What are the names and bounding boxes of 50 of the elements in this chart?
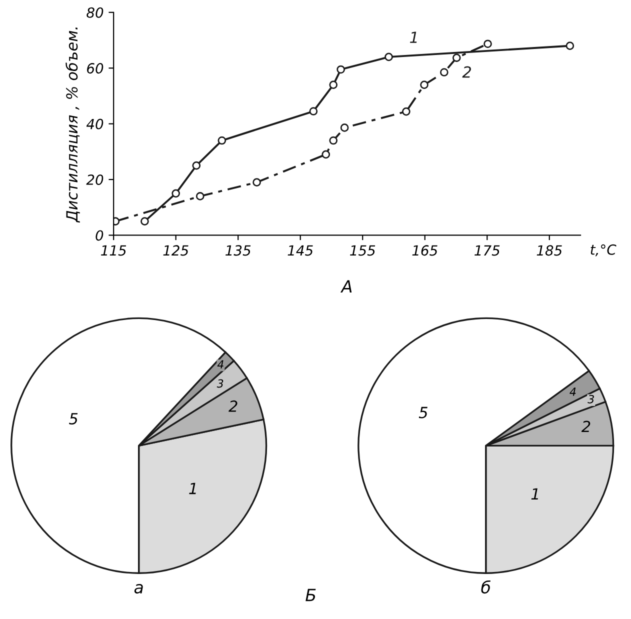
point <box>192 161 201 170</box>
text: Б <box>306 588 316 602</box>
point <box>402 107 410 116</box>
text: б <box>481 580 490 594</box>
slice-label: 4 <box>570 388 576 396</box>
x-tick-label: 175 <box>474 245 500 256</box>
y-tick-label: 0 <box>96 230 104 241</box>
slice-label: 2 <box>228 400 238 412</box>
y-tick-label: 60 <box>87 63 104 74</box>
point <box>566 42 574 50</box>
x-tick-label: 125 <box>163 245 188 256</box>
point <box>384 52 393 62</box>
series-label: 1 <box>410 32 417 43</box>
point <box>196 192 204 200</box>
x-axis-title: t,°C <box>590 244 616 256</box>
point <box>218 136 226 145</box>
point <box>252 178 261 186</box>
point <box>452 54 461 62</box>
y-tick-label: 20 <box>86 174 104 185</box>
x-tick-label: 155 <box>350 245 376 256</box>
x-tick-label: 185 <box>536 245 562 256</box>
point <box>329 80 338 89</box>
slice-label: 1 <box>531 488 538 500</box>
slice-label: 5 <box>418 406 428 418</box>
text: А <box>340 280 352 292</box>
point <box>322 150 330 159</box>
series-label: 2 <box>462 66 471 78</box>
x-tick-label: 115 <box>101 245 126 256</box>
point <box>336 65 345 74</box>
slice-label: 4 <box>217 360 224 368</box>
slice-label: 3 <box>216 379 224 388</box>
y-tick-label: 80 <box>86 7 104 18</box>
point <box>420 80 428 89</box>
point <box>484 40 492 48</box>
x-tick-label: 135 <box>226 245 251 256</box>
point <box>172 189 180 198</box>
x-tick-label: 145 <box>288 245 313 256</box>
y-axis-title: Дистилляция , % объем. <box>66 28 80 223</box>
x-tick-label: 165 <box>412 245 438 256</box>
point <box>329 136 338 145</box>
y-tick-label: 40 <box>86 118 104 130</box>
point <box>140 217 149 226</box>
point <box>340 124 349 132</box>
slice-label: 2 <box>581 420 590 432</box>
slice-label: 1 <box>189 482 196 494</box>
text: а <box>134 584 143 594</box>
slice-label: 3 <box>588 394 594 404</box>
slice-label: 5 <box>69 413 78 425</box>
point <box>440 68 448 76</box>
point <box>309 107 318 116</box>
